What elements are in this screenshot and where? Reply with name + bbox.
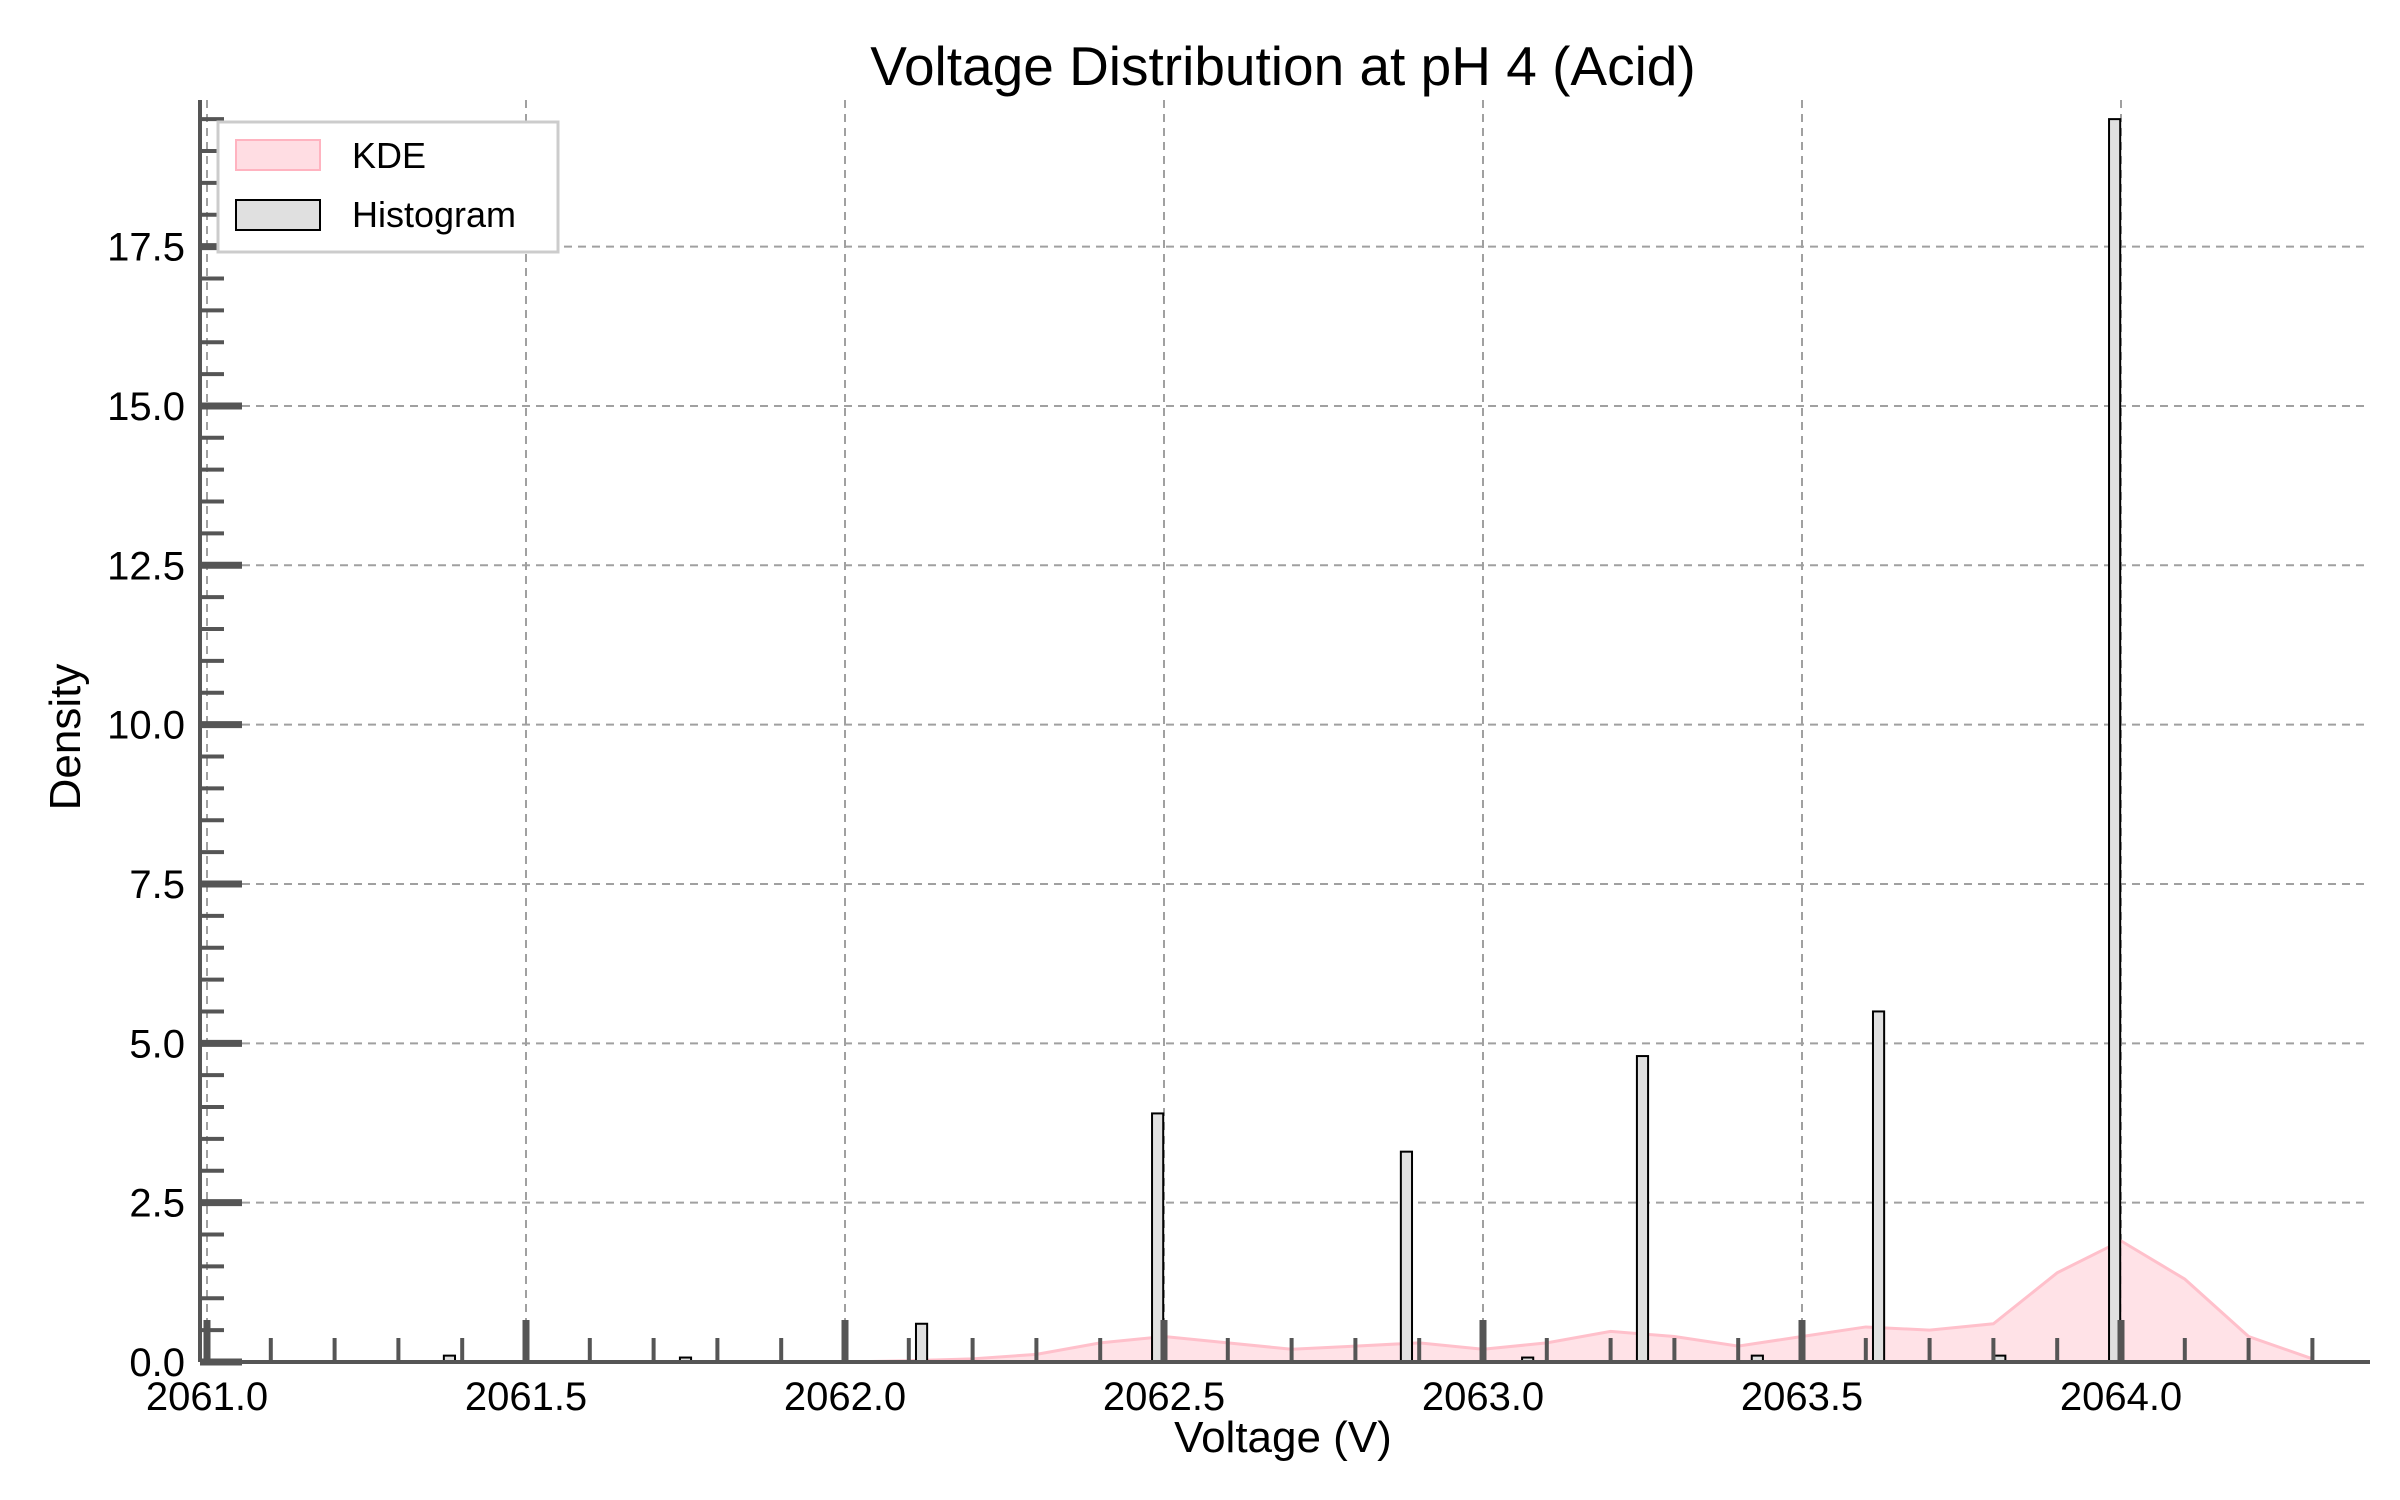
chart-title: Voltage Distribution at pH 4 (Acid): [870, 35, 1695, 97]
y-tick-label: 2.5: [129, 1182, 185, 1226]
y-tick-label: 10.0: [107, 704, 185, 748]
histogram-bar: [914, 1322, 929, 1363]
legend-kde-label: KDE: [352, 135, 426, 176]
legend: KDE Histogram: [216, 120, 560, 254]
kde-area: [844, 1239, 2313, 1364]
tick-marks: [200, 117, 2315, 1366]
legend-histogram-label: Histogram: [352, 194, 516, 235]
x-tick-label: 2062.5: [1103, 1375, 1225, 1419]
histogram-bar: [2108, 118, 2122, 1363]
y-tick-label: 17.5: [107, 226, 185, 270]
x-tick-label: 2064.0: [2060, 1375, 2182, 1419]
y-tick-label: 7.5: [129, 863, 185, 907]
legend-kde-swatch: [235, 139, 321, 171]
histogram-bar: [1399, 1150, 1414, 1363]
y-tick-label: 15.0: [107, 385, 185, 429]
x-axis-label: Voltage (V): [1174, 1413, 1392, 1462]
x-tick-label: 2063.5: [1741, 1375, 1863, 1419]
x-tick-label: 2063.0: [1422, 1375, 1544, 1419]
grid: [200, 100, 2370, 1362]
y-tick-label: 0.0: [129, 1341, 185, 1385]
histogram-bar: [1635, 1055, 1650, 1363]
legend-histogram-swatch: [235, 199, 321, 231]
y-tick-labels: 0.0 2.5 5.0 7.5 10.0 12.5 15.0 17.5: [107, 226, 185, 1385]
histogram-bar: [1871, 1010, 1886, 1363]
kde-line: [844, 1239, 2313, 1364]
kde-fill: [845, 1240, 2313, 1362]
x-tick-labels: 2061.0 2061.5 2062.0 2062.5 2063.0 2063.5 2064…: [146, 1375, 2182, 1419]
y-tick-label: 5.0: [129, 1022, 185, 1066]
histogram-bars: [442, 118, 2122, 1363]
y-axis-label: Density: [41, 664, 90, 811]
x-tick-label: 2061.0: [146, 1375, 268, 1419]
x-tick-label: 2061.5: [465, 1375, 587, 1419]
y-tick-label: 12.5: [107, 544, 185, 588]
x-tick-label: 2062.0: [784, 1375, 906, 1419]
